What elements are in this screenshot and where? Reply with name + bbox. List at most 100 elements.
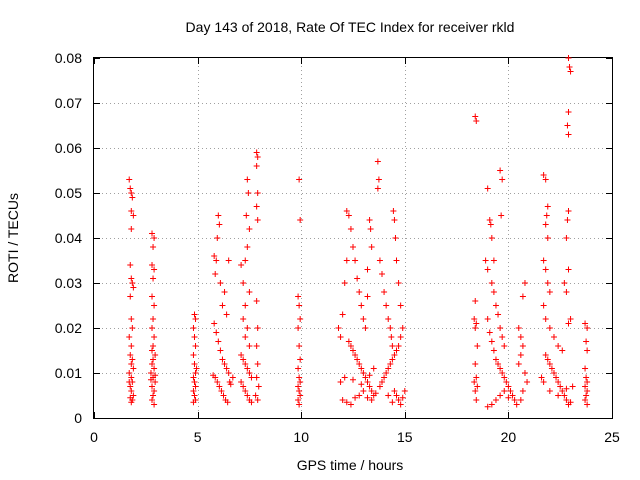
data-point-plus <box>501 388 508 394</box>
data-point-plus <box>544 235 551 241</box>
data-point-plus <box>381 374 388 381</box>
axis-ticks <box>94 58 613 419</box>
data-point-plus <box>127 352 134 358</box>
data-point-plus <box>297 316 304 322</box>
data-point-plus <box>192 343 199 349</box>
data-point-plus <box>497 392 504 399</box>
data-point-plus <box>492 302 499 309</box>
data-point-plus <box>542 266 549 273</box>
data-point-plus <box>192 370 199 376</box>
data-point-plus <box>221 289 228 295</box>
y-tick-label: 0.01 <box>55 365 82 381</box>
data-point-plus <box>582 320 589 327</box>
data-point-plus <box>501 374 508 381</box>
data-point-plus <box>243 212 250 219</box>
data-point-plus <box>555 343 562 349</box>
data-point-plus <box>152 379 159 385</box>
data-point-plus <box>210 372 217 379</box>
data-point-plus <box>296 388 303 394</box>
data-point-plus <box>190 325 197 331</box>
x-tick-label: 15 <box>397 429 413 445</box>
data-point-plus <box>385 392 392 399</box>
data-point-plus <box>559 388 566 394</box>
y-tick-label: 0.06 <box>55 140 82 156</box>
data-point-plus <box>254 397 261 403</box>
data-point-plus <box>296 374 303 381</box>
data-point-plus <box>503 379 510 385</box>
data-point-plus <box>253 149 260 156</box>
data-point-plus <box>129 280 136 286</box>
data-point-plus <box>543 212 550 219</box>
data-point-plus <box>253 298 260 304</box>
data-point-plus <box>126 370 133 376</box>
data-point-plus <box>565 131 572 138</box>
data-point-plus <box>343 257 350 264</box>
data-point-plus <box>191 334 198 340</box>
data-point-plus <box>127 383 134 390</box>
data-point-plus <box>513 401 520 408</box>
data-point-plus <box>151 401 158 408</box>
data-point-plus <box>212 271 219 277</box>
data-point-plus <box>190 352 197 358</box>
data-point-plus <box>295 325 302 331</box>
data-point-plus <box>367 226 374 232</box>
data-point-plus <box>126 334 133 340</box>
data-point-plus <box>128 374 135 381</box>
data-point-plus <box>244 392 251 399</box>
data-point-plus <box>128 316 135 322</box>
data-point-plus <box>393 392 400 399</box>
data-point-plus <box>345 212 352 219</box>
data-point-plus <box>229 374 236 381</box>
data-point-plus <box>538 374 545 381</box>
data-point-plus <box>471 316 478 322</box>
data-point-plus <box>362 374 369 381</box>
data-point-plus <box>343 208 350 214</box>
data-point-plus <box>255 383 262 390</box>
data-point-plus <box>397 334 404 340</box>
data-point-plus <box>379 271 386 277</box>
data-point-plus <box>130 284 137 291</box>
data-point-plus <box>213 329 220 336</box>
data-point-plus <box>252 392 259 399</box>
data-point-plus <box>484 316 491 322</box>
data-point-plus <box>295 293 302 300</box>
data-point-plus <box>546 289 553 295</box>
data-point-plus <box>248 374 255 381</box>
data-point-plus <box>240 316 247 322</box>
data-point-plus <box>246 370 253 376</box>
data-point-plus <box>388 334 395 340</box>
data-point-plus <box>215 338 222 345</box>
data-point-plus <box>297 392 304 399</box>
x-tick-label: 10 <box>293 429 309 445</box>
data-point-plus <box>366 372 373 379</box>
data-point-plus <box>297 217 304 223</box>
data-point-plus <box>356 392 363 399</box>
data-point-plus <box>245 190 252 196</box>
data-point-plus <box>190 374 197 381</box>
data-point-plus <box>350 376 356 383</box>
data-point-plus <box>569 383 576 390</box>
data-point-plus <box>128 399 135 406</box>
data-point-plus <box>246 343 253 349</box>
data-point-plus <box>339 397 346 403</box>
data-point-plus <box>296 302 303 309</box>
data-point-plus <box>150 244 157 250</box>
data-point-plus <box>128 361 135 367</box>
data-point-plus <box>191 392 198 399</box>
data-point-plus <box>217 280 224 286</box>
data-point-plus <box>379 379 386 385</box>
data-point-plus <box>364 394 371 401</box>
data-point-plus <box>484 403 491 410</box>
data-point-plus <box>542 221 549 228</box>
data-point-plus <box>472 298 479 304</box>
data-point-plus <box>565 55 572 61</box>
data-point-plus <box>149 230 156 237</box>
data-point-plus <box>151 388 158 394</box>
data-point-plus <box>297 379 304 385</box>
data-point-plus <box>484 266 491 273</box>
data-point-plus <box>385 365 392 372</box>
data-point-plus <box>381 289 388 295</box>
data-point-plus <box>564 217 571 223</box>
data-point-plus <box>515 325 522 331</box>
data-point-plus <box>191 311 198 318</box>
